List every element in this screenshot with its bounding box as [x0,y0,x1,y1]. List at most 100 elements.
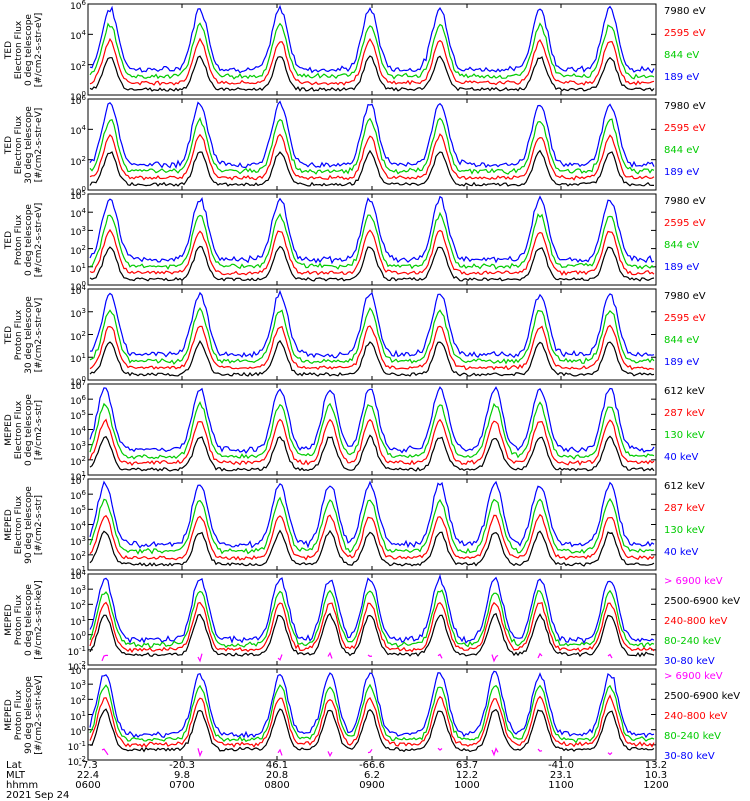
x-tick-mlt: 10.3 [644,770,668,781]
y-axis-label: TED Proton Flux 0 deg telescope [#/cm2-s-st… [4,202,44,277]
y-tick-label: 101 [70,261,86,275]
series-trace-844-ev [89,211,655,270]
chart-date: 2021 Sep 24 [6,790,70,801]
y-tick-label: 101 [70,614,86,628]
panel-2 [87,98,657,191]
x-tick-mlt: 6.2 [364,770,380,781]
series-trace-287-kev [89,513,655,561]
y-tick-label: 107 [70,379,86,392]
x-tick-mlt: 20.8 [265,770,289,781]
legend-entry: 287 keV [664,408,705,419]
y-tick-label: 102 [70,694,86,708]
y-tick-label: 102 [70,599,86,613]
series-trace-189-ev [89,289,655,359]
y-tick-label: 10-2 [67,755,86,768]
legend-entry: 80-240 keV [664,731,722,742]
legend-entry: 40 keV [664,452,699,463]
y-axis-label: TED Proton Flux 30 deg telescope [#/cm2-s-s… [4,295,44,374]
y-axis-label: MEPED Electron Flux 0 deg telescope [#/cm2-… [4,393,44,466]
panel-5 [87,383,657,476]
panel-frame [87,573,657,666]
series-trace-189-ev [89,4,655,74]
y-tick-label: 10-1 [67,739,86,753]
series-trace-40-kev [89,480,655,549]
series-trace-612-kev [89,434,655,472]
y-axis-label: TED Electron Flux 30 deg telescope [#/cm2-s… [4,105,44,184]
y-tick-label: 100 [70,90,86,103]
y-tick-label: 102 [70,154,86,168]
legend-entry: 130 keV [664,525,705,536]
x-tick-lat: -20.3 [169,760,195,771]
y-tick-label: 106 [70,394,86,408]
y-axis-label: MEPED Proton Flux 0 deg telescope [#/cm2-s-… [4,579,44,660]
panel-8 [87,668,657,761]
series-trace-130-kev [89,496,655,555]
legend-entry: 844 eV [664,335,700,346]
legend-entry: 612 keV [664,481,705,492]
y-tick-label: 103 [70,534,86,548]
legend-entry: 612 keV [664,386,705,397]
y-tick-label: 102 [70,59,86,73]
y-tick-label: 100 [70,629,86,643]
series-trace-844-ev [89,22,655,80]
x-tick-lat: -41.0 [548,760,574,771]
series-trace-7980-ev [89,149,654,187]
row-label-hhmm: hhmm [6,780,39,791]
y-tick-label: 104 [70,124,86,138]
series-trace-2595-ev [89,324,655,371]
y-tick-label: 103 [70,439,86,453]
y-tick-label: 102 [70,454,86,468]
y-tick-label: 104 [70,569,86,582]
legend-entry: 2595 eV [664,28,706,39]
y-tick-label: 106 [70,0,86,12]
row-label-lat: Lat [6,760,22,771]
y-tick-label: 103 [70,306,86,320]
series-trace-844-ev [89,307,655,365]
series-trace--6900-kev [101,747,613,758]
x-tick-mlt: 22.4 [76,770,100,781]
series-trace-2595-ev [89,228,655,276]
x-tick-hhmm: 0700 [169,780,195,791]
series-trace--6900-kev [101,651,613,663]
y-tick-label: 10-2 [67,660,86,673]
y-axis-label: MEPED Electron Flux 90 deg telescope [#/cm2… [4,485,44,564]
y-tick-label: 106 [70,94,86,107]
y-tick-label: 103 [70,584,86,598]
legend-entry: 2595 eV [664,313,706,324]
legend-entry: 2595 eV [664,218,706,229]
x-tick-mlt: 9.8 [174,770,190,781]
y-tick-label: 104 [70,284,86,297]
legend-entry: 7980 eV [664,291,706,302]
x-tick-hhmm: 1100 [548,780,574,791]
y-tick-label: 100 [70,375,86,388]
series-trace-2500-6900-kev [89,612,655,658]
panel-1 [87,3,657,96]
panel-3 [87,193,657,286]
y-tick-label: 104 [70,29,86,43]
x-tick-hhmm: 0900 [359,780,385,791]
legend-entry: 287 keV [664,503,705,514]
x-tick-mlt: 23.1 [549,770,573,781]
y-tick-label: 100 [70,724,86,738]
x-tick-hhmm: 1200 [643,780,669,791]
y-tick-label: 104 [70,424,86,438]
y-tick-label: 105 [70,189,86,202]
series-trace-30-80-kev [89,670,655,739]
legend-entry: 7980 eV [664,6,706,17]
legend-entry: 40 keV [664,547,699,558]
series-trace-7980-ev [89,245,655,282]
legend-entry: 844 eV [664,240,700,251]
series-trace-7980-ev [89,55,655,92]
legend-entry: 2595 eV [664,123,706,134]
series-trace-40-kev [89,386,655,454]
y-tick-label: 106 [70,489,86,503]
series-trace-189-ev [89,100,655,169]
legend-entry: 189 eV [664,357,700,368]
legend-entry: 2500-6900 keV [664,596,741,607]
series-trace-189-ev [89,195,655,265]
legend-entry: 130 keV [664,430,705,441]
series-trace-612-kev [89,529,655,567]
panel-6 [87,478,657,571]
panel-frame [87,383,657,476]
